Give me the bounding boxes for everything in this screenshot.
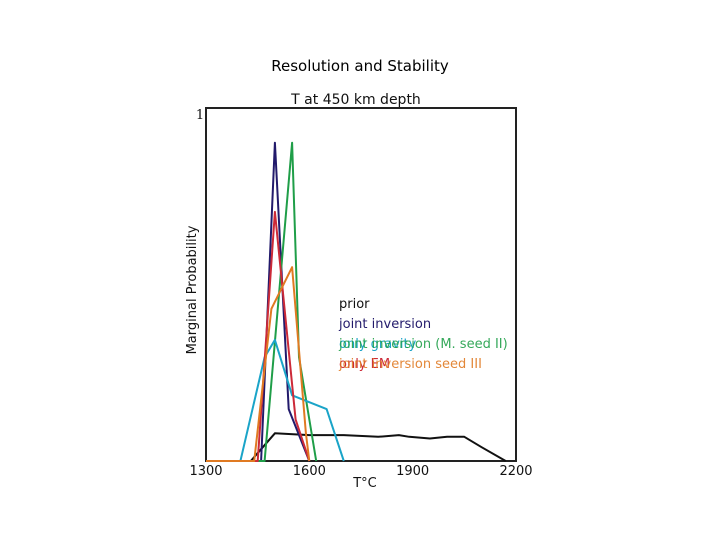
legend-entry: prior: [339, 297, 370, 312]
plot-frame: [205, 107, 517, 462]
x-tick-label: 1900: [396, 464, 429, 479]
slide-title: Resolution and Stability: [271, 57, 449, 75]
legend-entry: joint inversion seed III: [338, 357, 482, 372]
legend-entry: joint inversion (M. seed II): [338, 337, 508, 352]
tick-labels: 1300 1600 1900 2200 1: [189, 108, 532, 479]
series-line-3: [206, 338, 345, 462]
y-tick-label: 1: [196, 108, 204, 123]
legend-entry: joint inversion: [338, 317, 431, 332]
x-axis-label: T°C: [352, 476, 377, 491]
x-tick-label: 1600: [293, 464, 326, 479]
series-lines: [206, 141, 507, 462]
y-axis-label: Marginal Probability: [185, 225, 200, 354]
series-line-5: [206, 266, 311, 462]
series-line-0: [206, 432, 507, 462]
chart-title: T at 450 km depth: [290, 92, 421, 108]
x-tick-label: 1300: [189, 464, 222, 479]
legend-entry: only gravity: [339, 337, 417, 352]
legend-entry: only EM: [339, 357, 390, 372]
x-tick-label: 2200: [499, 464, 532, 479]
